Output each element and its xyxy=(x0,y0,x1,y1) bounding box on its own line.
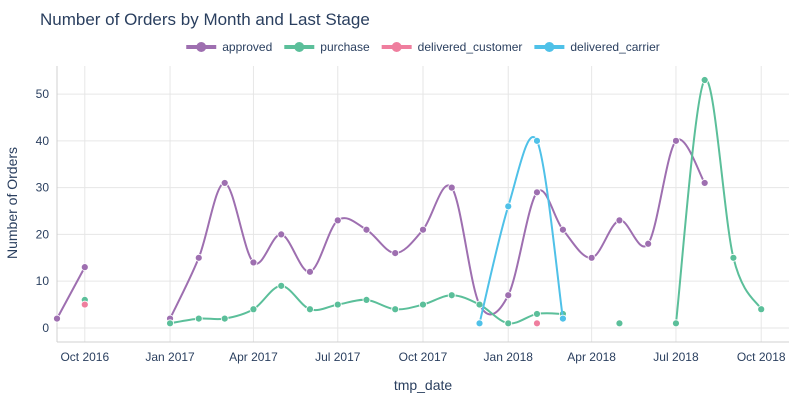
data-point[interactable] xyxy=(194,253,203,262)
data-point[interactable] xyxy=(615,319,624,328)
data-point[interactable] xyxy=(166,319,174,328)
series-line xyxy=(478,136,564,324)
x-tick-label: Apr 2018 xyxy=(567,350,616,364)
data-point[interactable] xyxy=(504,319,513,328)
series-line xyxy=(56,266,86,320)
legend-swatch-marker xyxy=(294,42,305,52)
data-point[interactable] xyxy=(80,263,89,272)
y-tick-label: 20 xyxy=(36,227,50,241)
data-point[interactable] xyxy=(533,136,541,145)
data-point[interactable] xyxy=(504,202,513,211)
data-point[interactable] xyxy=(362,295,371,304)
data-point[interactable] xyxy=(277,230,286,239)
legend-swatch-marker xyxy=(544,42,555,52)
data-point[interactable] xyxy=(587,253,596,262)
data-point[interactable] xyxy=(80,300,89,309)
data-point[interactable] xyxy=(220,179,229,187)
series-line xyxy=(674,78,763,324)
y-tick-label: 0 xyxy=(42,321,49,335)
legend-swatch-marker xyxy=(391,42,402,52)
series-layer xyxy=(53,76,766,328)
series-delivered-customer xyxy=(80,300,541,328)
data-point[interactable] xyxy=(220,314,229,323)
data-point[interactable] xyxy=(447,183,456,192)
legend-item-purchase[interactable]: purchase xyxy=(284,40,370,54)
legend-swatch-marker xyxy=(196,42,207,52)
x-tick-label: Jul 2018 xyxy=(653,350,699,364)
data-point[interactable] xyxy=(391,305,400,314)
data-point[interactable] xyxy=(277,281,286,290)
axes: Oct 2016 Jan 2017 Apr 2017 Jul 2017 Oct 2017… xyxy=(36,66,789,364)
data-point[interactable] xyxy=(419,300,427,309)
data-point[interactable] xyxy=(533,319,541,328)
data-point[interactable] xyxy=(391,249,400,258)
y-tick-label: 50 xyxy=(36,87,50,101)
x-tick-label: Apr 2017 xyxy=(229,350,278,364)
legend-item-delivered-carrier[interactable]: delivered_carrier xyxy=(534,40,660,54)
x-tick-label: Jan 2018 xyxy=(484,350,534,364)
data-point[interactable] xyxy=(700,76,709,84)
data-point[interactable] xyxy=(700,179,709,187)
data-point[interactable] xyxy=(504,291,513,300)
data-point[interactable] xyxy=(194,314,203,323)
legend: approved purchase delivered_customer delive… xyxy=(186,40,660,54)
x-tick-label: Oct 2018 xyxy=(737,350,786,364)
legend-item-approved[interactable]: approved xyxy=(186,40,272,54)
legend-label: purchase xyxy=(320,40,370,54)
data-point[interactable] xyxy=(533,188,541,197)
x-tick-label: Oct 2016 xyxy=(60,350,109,364)
data-point[interactable] xyxy=(559,225,567,234)
series-line xyxy=(169,284,563,325)
data-point[interactable] xyxy=(333,216,342,225)
legend-label: delivered_customer xyxy=(418,40,523,54)
x-tick-label: Jan 2017 xyxy=(145,350,195,364)
y-axis-title: Number of Orders xyxy=(4,147,20,259)
data-point[interactable] xyxy=(249,258,258,267)
data-point[interactable] xyxy=(447,291,456,300)
data-point[interactable] xyxy=(362,225,371,234)
data-point[interactable] xyxy=(306,305,314,314)
data-point[interactable] xyxy=(249,305,258,314)
series-approved xyxy=(53,136,709,323)
series-purchase xyxy=(80,76,766,328)
data-point[interactable] xyxy=(419,225,427,234)
data-point[interactable] xyxy=(672,319,680,328)
data-point[interactable] xyxy=(615,216,624,225)
data-point[interactable] xyxy=(644,239,653,248)
data-point[interactable] xyxy=(533,310,541,318)
legend-label: delivered_carrier xyxy=(570,40,659,54)
series-delivered-carrier xyxy=(475,136,567,328)
y-tick-label: 10 xyxy=(36,274,50,288)
x-tick-label: Oct 2017 xyxy=(399,350,448,364)
legend-item-delivered-customer[interactable]: delivered_customer xyxy=(381,40,523,54)
data-point[interactable] xyxy=(475,300,484,309)
series-line xyxy=(169,138,706,320)
y-tick-label: 30 xyxy=(36,181,50,195)
data-point[interactable] xyxy=(333,300,342,309)
data-point[interactable] xyxy=(757,305,766,314)
y-tick-label: 40 xyxy=(36,134,50,148)
grid xyxy=(57,66,789,342)
legend-label: approved xyxy=(222,40,272,54)
data-point[interactable] xyxy=(672,136,680,145)
x-axis-title: tmp_date xyxy=(394,377,453,393)
chart-title: Number of Orders by Month and Last Stage xyxy=(40,10,370,29)
data-point[interactable] xyxy=(729,253,738,262)
data-point[interactable] xyxy=(53,314,61,323)
data-point[interactable] xyxy=(306,267,314,276)
data-point[interactable] xyxy=(475,319,484,328)
x-tick-label: Jul 2017 xyxy=(315,350,361,364)
data-point[interactable] xyxy=(559,314,567,323)
